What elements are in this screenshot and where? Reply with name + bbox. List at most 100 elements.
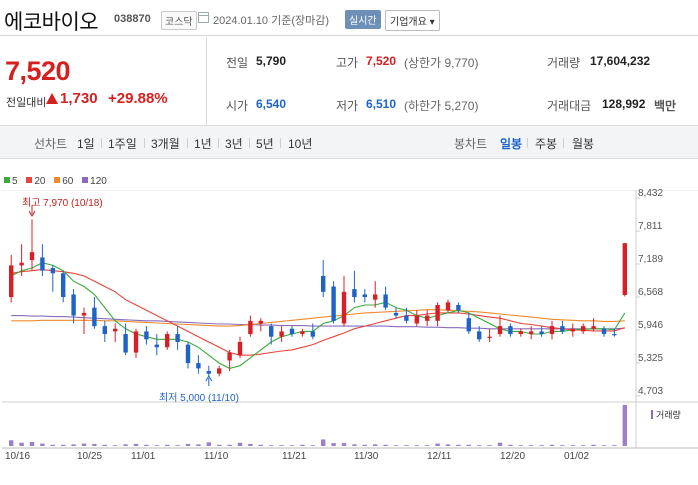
period-10y[interactable]: 10년	[288, 137, 313, 151]
volume-bar	[539, 445, 544, 446]
candle-body	[601, 328, 607, 335]
candle-body	[29, 252, 35, 261]
candle-body	[331, 286, 336, 321]
x-tick-label: 11/01	[131, 451, 156, 462]
candle-body	[248, 320, 253, 335]
y-tick-label: 7,811	[638, 221, 663, 232]
base-date: 2024.01.10 기준(장마감)	[213, 15, 330, 27]
legend-label: 20	[34, 176, 46, 187]
candlestick-chart[interactable]	[0, 190, 698, 450]
x-tick-label: 12/20	[500, 451, 526, 462]
candle-body	[487, 336, 492, 338]
volume-bar	[414, 445, 419, 446]
candle-body	[404, 315, 409, 321]
volume-bar	[29, 441, 35, 446]
candle-body	[518, 331, 523, 335]
volume-label: 거래량	[547, 56, 581, 70]
volume-bar	[591, 444, 596, 446]
candle-body	[300, 331, 305, 335]
candle-body	[560, 326, 565, 332]
upper-limit-value: (상한가 9,770)	[404, 56, 479, 70]
high-value: 7,520	[366, 54, 397, 68]
y-tick-label: 6,568	[638, 287, 664, 298]
volume-bar	[71, 444, 76, 446]
volume-bar	[601, 445, 607, 446]
period-1d[interactable]: 1일	[77, 137, 95, 151]
volume-bar	[9, 440, 14, 446]
legend-ma60: 60	[54, 176, 73, 187]
change-rate: +29.88%	[108, 90, 168, 107]
candle-chart-title: 봉차트	[454, 137, 488, 151]
volume-bar	[612, 445, 617, 446]
candle-body	[581, 326, 586, 332]
ma20-line	[11, 269, 625, 356]
volume-bar	[425, 445, 430, 446]
period-5y[interactable]: 5년	[256, 137, 274, 151]
legend-ma20: 20	[26, 176, 45, 187]
volume-bar	[279, 445, 284, 446]
volume-bar	[622, 405, 627, 446]
legend-swatch	[82, 177, 89, 183]
volume-bar	[341, 443, 347, 446]
candle-body	[227, 352, 232, 361]
volume-bar	[40, 443, 45, 446]
market-badge: 코스닥	[161, 11, 197, 30]
volume-bar	[102, 444, 107, 446]
volume-bar	[289, 445, 295, 446]
candle-body	[185, 344, 191, 364]
period-1w[interactable]: 1주일	[108, 137, 137, 151]
volume-value: 17,604,232	[590, 54, 651, 68]
candle-body	[529, 331, 534, 335]
candle-body	[102, 326, 107, 335]
ma60-line	[11, 309, 625, 327]
period-1y[interactable]: 1년	[194, 137, 212, 151]
candle-body	[9, 265, 14, 298]
calendar-icon	[198, 12, 209, 23]
realtime-button[interactable]: 실시간	[345, 10, 381, 29]
prev-close-label: 전일	[226, 56, 249, 70]
divider	[218, 138, 219, 148]
volume-bar	[456, 444, 461, 446]
volume-bar	[362, 444, 367, 446]
candle-body	[237, 341, 243, 356]
volume-bar	[518, 445, 523, 446]
volume-bar	[175, 445, 180, 446]
candle-body	[549, 326, 555, 335]
volume-bar	[206, 442, 211, 446]
x-tick-label: 10/16	[5, 451, 31, 462]
candle-monthly[interactable]: 월봉	[572, 137, 595, 151]
candle-body	[321, 275, 326, 292]
volume-bar	[123, 444, 128, 446]
period-3m[interactable]: 3개월	[151, 137, 180, 151]
open-value: 6,540	[256, 97, 287, 111]
low-label: 저가	[336, 99, 359, 113]
divider	[280, 138, 281, 148]
candle-daily[interactable]: 일봉	[500, 137, 523, 151]
volume-bar	[549, 444, 555, 446]
candle-body	[217, 368, 222, 374]
stock-name: 에코바이오	[4, 11, 99, 34]
ma5-line	[10, 262, 626, 369]
candle-body	[414, 315, 419, 324]
volume-bar	[352, 444, 357, 446]
low-annotation: 최저 5,000 (11/10)	[159, 393, 239, 404]
candle-body	[466, 318, 471, 332]
candle-body	[133, 331, 139, 353]
divider	[187, 138, 188, 148]
x-tick-label: 12/11	[427, 451, 452, 462]
candle-body	[92, 307, 97, 327]
candle-body	[196, 363, 201, 369]
volume-bar	[508, 444, 513, 446]
volume-bar	[321, 439, 326, 446]
volume-bar	[248, 443, 253, 446]
current-price: 7,520	[5, 56, 71, 86]
divider	[249, 138, 250, 148]
legend-label: 5	[12, 176, 18, 187]
candle-weekly[interactable]: 주봉	[535, 137, 558, 151]
legend-label: 60	[62, 176, 74, 187]
candle-body	[508, 326, 513, 335]
candle-body	[289, 328, 295, 335]
period-3y[interactable]: 3년	[225, 137, 243, 151]
company-overview-dropdown[interactable]: 기업개요 ▾	[385, 10, 440, 31]
candle-body	[425, 315, 430, 321]
